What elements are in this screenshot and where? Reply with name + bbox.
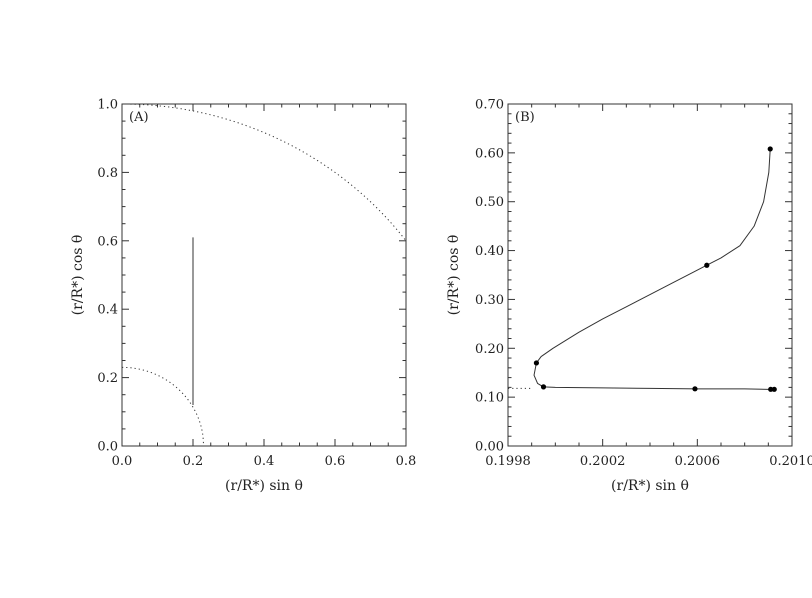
panel-b-label: (B) (515, 110, 535, 125)
panel-a-ticks: 0.0 0.2 0.4 0.6 0.8 0.0 0.2 0.4 0.6 0.8 1.0 (97, 98, 416, 470)
panel-a-frame (121, 103, 407, 447)
panel-a-ytick-label: 0.8 (97, 166, 118, 181)
panel-a-label: (A) (129, 110, 149, 125)
panel-a-xtick-label: 0.4 (254, 454, 275, 469)
panel-b-series-line (533, 148, 774, 390)
panel-a-ytick-label: 0.6 (97, 234, 118, 249)
panel-b-data-point (533, 360, 540, 366)
panel-a-xtick-label: 0.8 (396, 454, 417, 469)
panel-b-xtick-label: 0.2006 (675, 454, 721, 469)
panel-b-ytick-label: 0.00 (475, 440, 504, 455)
panel-b-xtick-label: 0.2010 (769, 454, 812, 469)
panel-b-frame (507, 103, 793, 447)
panel-a-ylabel: (r/R*) cos θ (70, 235, 86, 316)
panel-b-ytick-label: 0.40 (475, 244, 504, 259)
panel-a-series-arc (122, 366, 205, 447)
panel-a-series (121, 103, 407, 447)
panel-b-data-point (771, 386, 777, 392)
panel-a-xtick-label: 0.2 (183, 454, 204, 469)
panel-b-ytick-label: 0.50 (475, 195, 504, 210)
panel-b: 0.1998 0.2002 0.2006 0.2010 0.00 0.10 0.20 0.30… (446, 98, 812, 495)
panel-a-ytick-label: 0.4 (97, 303, 118, 318)
panel-a-xtick-label: 0.6 (325, 454, 346, 469)
panel-b-series (508, 146, 777, 392)
panel-b-ytick-label: 0.60 (475, 146, 504, 161)
panel-a-series-arc (121, 103, 407, 242)
panel-b-ytick-label: 0.70 (475, 98, 504, 113)
panel-b-xtick-label: 0.1998 (485, 454, 531, 469)
panel-a-xtick-label: 0.0 (112, 454, 133, 469)
panel-b-data-point (540, 384, 547, 390)
panel-a-ytick-label: 1.0 (97, 98, 118, 113)
panel-a: 0.0 0.2 0.4 0.6 0.8 0.0 0.2 0.4 0.6 0.8 1.0 (A) (r… (70, 98, 416, 495)
panel-b-ytick-label: 0.10 (475, 391, 504, 406)
panel-a-ytick-label: 0.2 (97, 371, 118, 386)
panel-b-xtick-label: 0.2002 (580, 454, 626, 469)
panel-b-ylabel: (r/R*) cos θ (446, 235, 462, 316)
panel-b-ytick-label: 0.20 (475, 342, 504, 357)
panel-b-data-point (767, 146, 773, 152)
panel-a-xlabel: (r/R*) sin θ (225, 478, 303, 494)
panel-b-ticks: 0.1998 0.2002 0.2006 0.2010 0.00 0.10 0.20 0.30… (475, 98, 812, 470)
panel-b-data-point (704, 262, 710, 268)
panel-a-ytick-label: 0.0 (97, 440, 118, 455)
panel-b-ytick-label: 0.30 (475, 293, 504, 308)
panel-b-xlabel: (r/R*) sin θ (611, 478, 689, 494)
panel-b-data-point (692, 386, 698, 392)
